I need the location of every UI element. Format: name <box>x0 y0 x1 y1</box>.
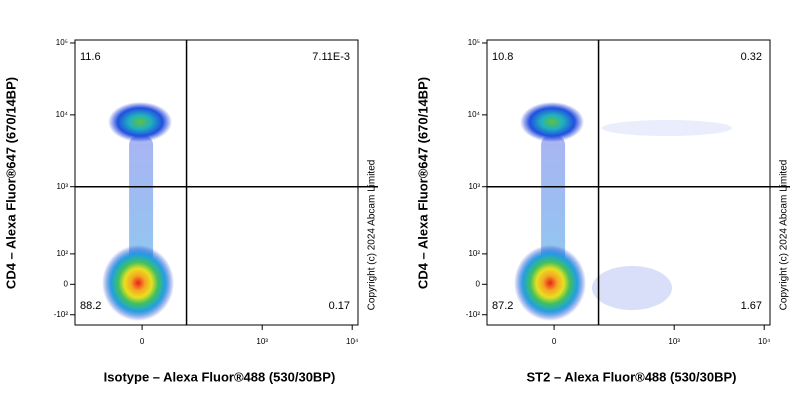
x-tick-label: 0 <box>140 337 145 346</box>
density-cloud <box>514 245 587 321</box>
y-tick-label: 10⁴ <box>468 110 481 119</box>
quadrant-value: 87.2 <box>492 300 513 312</box>
scatter-cloud <box>592 266 672 310</box>
quadrant-value: 88.2 <box>80 300 101 312</box>
y-tick-label: 10⁴ <box>56 110 69 119</box>
y-tick-label: -10² <box>54 310 69 319</box>
x-tick-label: 10³ <box>668 337 680 346</box>
x-tick-label: 10⁴ <box>346 337 359 346</box>
y-tick-label: 10⁵ <box>468 38 480 47</box>
x-tick-label: 10³ <box>256 337 268 346</box>
y-tick-label: 10³ <box>56 182 68 191</box>
stream <box>129 135 154 265</box>
x-tick-label: 0 <box>552 337 557 346</box>
density-cloud <box>520 102 585 142</box>
y-axis-label: CD4 – Alexa Fluor®647 (670/14BP) <box>3 77 18 289</box>
y-tick-label: 10² <box>468 249 480 258</box>
quadrant-value: 1.67 <box>741 300 762 312</box>
copyright: Copyright (c) 2024 Abcam Limited <box>779 160 790 311</box>
x-axis-label: ST2 – Alexa Fluor®488 (530/30BP) <box>527 369 737 384</box>
plot-frame <box>74 39 359 326</box>
density-cloud <box>108 102 173 142</box>
quadrant-value: 0.17 <box>329 300 350 312</box>
density-cloud <box>102 245 175 321</box>
quadrant-value: 0.32 <box>741 51 762 63</box>
y-tick-label: 10² <box>56 249 68 258</box>
copyright: Copyright (c) 2024 Abcam Limited <box>367 160 378 311</box>
y-tick-label: 0 <box>476 279 481 288</box>
quadrant-value: 7.11E-3 <box>312 51 350 63</box>
quadrant-value: 11.6 <box>80 51 101 63</box>
quadrant-value: 10.8 <box>492 51 513 63</box>
x-tick-label: 10⁴ <box>758 337 771 346</box>
x-axis-label: Isotype – Alexa Fluor®488 (530/30BP) <box>104 369 336 384</box>
stream <box>541 135 566 265</box>
plot-frame <box>486 39 771 326</box>
y-axis-label: CD4 – Alexa Fluor®647 (670/14BP) <box>415 77 430 289</box>
y-tick-label: 10³ <box>468 182 480 191</box>
scatter-cloud <box>602 120 732 136</box>
y-tick-label: 10⁵ <box>56 38 68 47</box>
panel: 0 10³ 10⁴ 10⁵ 10⁴ 10³ 10² 0 -10² 11.6 7.11E-3 88.2 0… <box>3 38 378 384</box>
y-tick-label: -10² <box>466 310 481 319</box>
y-tick-label: 0 <box>64 279 69 288</box>
panel: 0 10³ 10⁴ 10⁵ 10⁴ 10³ 10² 0 -10² 10.8 0.32 87.2 1.67… <box>415 38 790 384</box>
